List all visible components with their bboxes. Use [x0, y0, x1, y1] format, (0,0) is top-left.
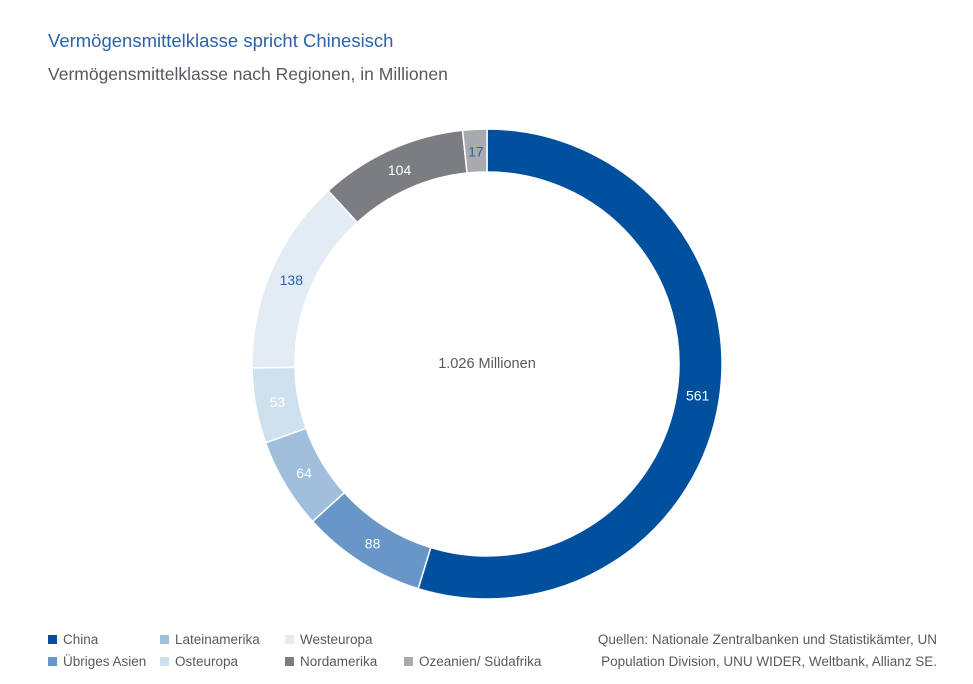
data-label-osteuropa: 53 — [270, 394, 286, 410]
center-total-label: 1.026 Millionen — [438, 356, 536, 372]
legend: China Lateinamerika Westeuropa Übriges A… — [48, 628, 541, 672]
legend-label-westeuropa: Westeuropa — [300, 631, 373, 647]
legend-label-nordamerika: Nordamerika — [300, 653, 378, 669]
legend-item-osteuropa: Osteuropa — [160, 654, 285, 669]
legend-swatch-china — [48, 634, 57, 644]
legend-label-osteuropa: Osteuropa — [175, 653, 239, 669]
legend-swatch-westeuropa — [285, 634, 294, 644]
legend-swatch-lateinamerika — [160, 634, 169, 644]
data-label-lateinamerika: 64 — [296, 465, 312, 481]
legend-label-uebriges-asien: Übriges Asien — [63, 653, 147, 669]
slice-ozeanien-suedafrika — [461, 128, 488, 174]
legend-label-ozeanien-suedafrika: Ozeanien/ Südafrika — [419, 653, 542, 669]
data-label-uebriges-asien: 88 — [365, 536, 381, 552]
legend-item-china: China — [48, 632, 160, 647]
source-line-2: Population Division, UNU WIDER, Weltbank… — [601, 654, 937, 669]
legend-item-westeuropa: Westeuropa — [285, 632, 404, 647]
legend-swatch-ozeanien-suedafrika — [404, 656, 413, 666]
slice-westeuropa — [251, 189, 359, 369]
chart-subtitle: Vermögensmittelklasse nach Regionen, in … — [48, 64, 448, 84]
legend-row-2: Übriges Asien Osteuropa Nordamerika Ozea… — [48, 650, 541, 672]
legend-item-ozeanien-suedafrika: Ozeanien/ Südafrika — [404, 654, 541, 669]
legend-item-lateinamerika: Lateinamerika — [160, 632, 285, 647]
legend-label-lateinamerika: Lateinamerika — [175, 631, 260, 647]
donut-chart: 561 88 64 53 138 104 17 1.026 Millionen — [251, 128, 723, 600]
legend-swatch-osteuropa — [160, 656, 169, 666]
source-line-1: Quellen: Nationale Zentralbanken und Sta… — [597, 632, 937, 647]
legend-item-uebriges-asien: Übriges Asien — [48, 654, 160, 669]
data-label-nordamerika: 104 — [388, 162, 412, 178]
chart-title: Vermögensmittelklasse spricht Chinesisch — [48, 30, 394, 51]
data-label-westeuropa: 138 — [280, 272, 304, 288]
legend-item-nordamerika: Nordamerika — [285, 654, 404, 669]
data-label-china: 561 — [686, 388, 710, 404]
legend-label-china: China — [63, 631, 99, 647]
source-note: Quellen: Nationale Zentralbanken und Sta… — [598, 629, 937, 673]
data-label-ozeanien-suedafrika: 17 — [468, 143, 484, 159]
legend-swatch-uebriges-asien — [48, 656, 57, 666]
slice-china — [417, 128, 723, 600]
legend-row-1: China Lateinamerika Westeuropa — [48, 628, 541, 650]
legend-swatch-nordamerika — [285, 656, 294, 666]
